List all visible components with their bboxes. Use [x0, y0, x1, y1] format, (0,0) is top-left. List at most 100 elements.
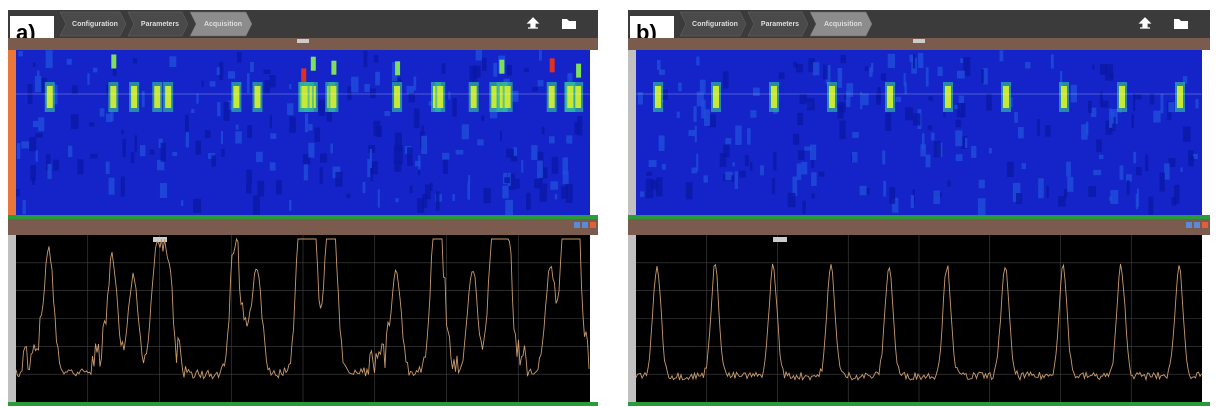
waterfall-texture [442, 152, 450, 160]
axis-strip [8, 215, 598, 219]
waterfall-texture [752, 87, 760, 96]
tab[interactable] [747, 11, 809, 37]
waterfall-texture [221, 148, 225, 157]
folder-icon[interactable] [1174, 19, 1188, 29]
waterfall-texture [503, 78, 510, 86]
waterfall-texture [1119, 165, 1124, 180]
waterfall-texture [773, 151, 777, 171]
waterfall-texture [269, 75, 276, 88]
waterfall-texture [930, 132, 935, 141]
waterfall-texture [435, 191, 440, 211]
waterfall-texture [903, 73, 906, 87]
window-button[interactable] [1186, 222, 1192, 228]
waterfall-peak [829, 86, 835, 108]
waterfall-texture [66, 58, 72, 65]
waterfall-texture [504, 177, 510, 184]
waterfall-texture [840, 55, 847, 64]
waterfall-texture [696, 153, 699, 172]
waterfall-texture [656, 60, 661, 70]
waterfall-texture [696, 91, 704, 107]
waterfall-texture [804, 146, 812, 151]
waterfall-texture [256, 151, 263, 163]
tab[interactable] [679, 11, 747, 37]
waterfall-texture [918, 52, 924, 69]
waterfall-texture [483, 188, 491, 204]
waterfall-peak [437, 86, 444, 108]
waterfall-texture [977, 198, 986, 218]
waterfall-texture [699, 79, 706, 94]
waterfall-texture [1108, 108, 1113, 128]
waterfall-texture [149, 149, 155, 155]
upload-icon[interactable] [526, 17, 540, 29]
waterfall-texture [882, 150, 886, 165]
waterfall-texture [839, 120, 846, 140]
waterfall-texture [1109, 73, 1114, 79]
tab-label[interactable]: Parameters [761, 21, 799, 28]
waterfall-texture [696, 56, 700, 66]
waterfall-texture [347, 86, 352, 101]
waterfall-texture [1038, 178, 1044, 199]
tab[interactable] [809, 11, 873, 37]
waterfall-texture [688, 130, 696, 136]
waterfall-texture [92, 67, 98, 73]
waterfall-texture [413, 76, 417, 91]
window-button[interactable] [1202, 222, 1208, 228]
waterfall-texture [1145, 154, 1149, 172]
waterfall-texture [320, 153, 328, 163]
folder-icon[interactable] [562, 19, 576, 29]
waterfall-texture [228, 71, 236, 79]
waterfall-peak [330, 86, 337, 108]
window-button[interactable] [1194, 222, 1200, 228]
tab[interactable] [59, 11, 127, 37]
waterfall-texture [639, 191, 645, 197]
waterfall-texture [954, 104, 958, 110]
waterfall-texture [393, 145, 401, 164]
waterfall-texture [859, 185, 867, 196]
waterfall-texture [1182, 126, 1191, 142]
waterfall-texture [1060, 70, 1063, 90]
tab-label[interactable]: Parameters [141, 21, 179, 28]
waterfall-texture [986, 93, 992, 111]
waterfall-texture [287, 103, 294, 116]
waterfall-texture [750, 110, 757, 118]
waterfall-texture [866, 188, 870, 195]
waterfall-texture [648, 160, 657, 168]
tab-label[interactable]: Acquisition [824, 21, 862, 28]
window-button[interactable] [574, 222, 580, 228]
waterfall-texture [1133, 94, 1142, 100]
waterfall-texture [41, 77, 47, 93]
waterfall-texture [263, 69, 271, 74]
waterfall-texture [482, 57, 487, 72]
waterfall-texture [1168, 157, 1176, 168]
tab-label[interactable]: Configuration [72, 21, 118, 28]
waterfall-peak [46, 86, 53, 108]
waterfall-texture [1133, 151, 1137, 164]
waterfall-peak [131, 86, 138, 108]
waterfall-texture [566, 135, 573, 144]
strip-tab [297, 39, 309, 43]
tab-label[interactable]: Acquisition [204, 21, 242, 28]
waterfall-texture [928, 96, 934, 101]
waterfall-texture [778, 72, 785, 80]
waterfall-texture [691, 167, 697, 174]
tab-label[interactable]: Configuration [692, 21, 738, 28]
waterfall-texture [1180, 167, 1183, 173]
waterfall-texture [1099, 64, 1107, 75]
waterfall-texture [1174, 184, 1180, 204]
tab[interactable] [189, 11, 253, 37]
waterfall-texture [18, 50, 23, 57]
upload-icon[interactable] [1138, 17, 1152, 29]
waterfall-texture [655, 177, 663, 197]
window-button[interactable] [582, 222, 588, 228]
waterfall-texture [725, 138, 732, 145]
waterfall-texture [467, 182, 471, 200]
waterfall-texture [407, 147, 413, 166]
waterfall-texture [370, 88, 376, 99]
waterfall-texture [1164, 163, 1170, 180]
waterfall-texture [539, 183, 547, 202]
window-button[interactable] [590, 222, 596, 228]
tab[interactable] [127, 11, 189, 37]
waterfall-texture [330, 143, 333, 154]
waterfall-texture [1021, 163, 1026, 170]
waterfall-texture [1045, 125, 1051, 137]
